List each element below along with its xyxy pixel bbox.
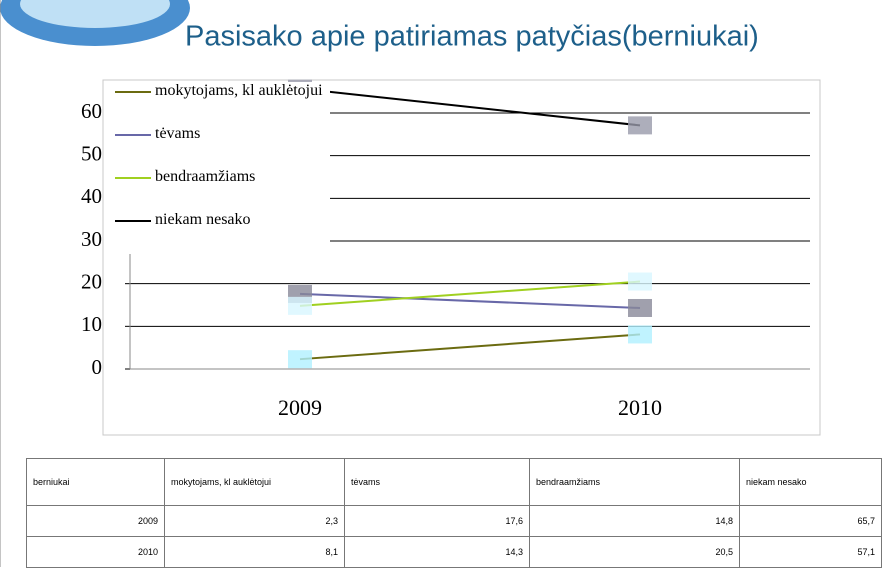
plot-frame [102, 79, 821, 436]
header-cell: niekam nesako [739, 458, 882, 506]
table-cell: 2009 [26, 505, 165, 537]
y-tick-label: 40 [81, 184, 102, 208]
header-cell: berniukai [26, 458, 165, 506]
table-cell: 2010 [26, 536, 165, 568]
legend-label: bendraamžiams [155, 168, 256, 185]
y-tick-label: 20 [81, 269, 102, 293]
y-tick-label: 50 [81, 141, 102, 165]
table-cell: 2,3 [164, 505, 345, 537]
logo-shine [20, 0, 170, 28]
y-tick-label: 30 [81, 227, 102, 251]
table-row: 2010 8,1 14,3 20,5 57,1 [26, 536, 882, 568]
table-cell: 57,1 [739, 536, 882, 568]
legend: mokytojams, kl auklėtojui tėvams bendraamž… [115, 82, 330, 254]
point-marker [288, 296, 312, 315]
legend-label: niekam nesako [155, 211, 251, 228]
legend-item: tėvams [115, 125, 330, 168]
legend-item: mokytojams, kl auklėtojui [115, 82, 330, 125]
point-marker [628, 298, 652, 317]
y-tick-label: 10 [81, 312, 102, 336]
header-row: berniukai mokytojams, kl auklėtojui tėvams… [26, 458, 882, 506]
table-cell: 65,7 [739, 505, 882, 537]
legend-swatch [115, 177, 151, 179]
data-table: berniukai mokytojams, kl auklėtojui tėvams… [26, 458, 882, 568]
header-cell: tėvams [344, 458, 530, 506]
legend-item: bendraamžiams [115, 168, 330, 211]
legend-swatch [115, 220, 151, 222]
legend-item: niekam nesako [115, 211, 330, 254]
chart-title: Pasisako apie patiriamas patyčias(berniu… [185, 21, 759, 53]
series-line [299, 87, 641, 127]
legend-label: mokytojams, kl auklėtojui [155, 82, 323, 99]
legend-swatch [115, 134, 151, 136]
table-cell: 14,3 [344, 536, 530, 568]
point-marker [628, 116, 652, 135]
point-marker [288, 350, 312, 369]
x-tick-label: 2009 [278, 395, 322, 420]
series-line [299, 280, 641, 307]
y-tick-label: 60 [81, 99, 102, 123]
legend-label: tėvams [155, 125, 201, 142]
legend-swatch [115, 91, 151, 93]
table-cell: 14,8 [529, 505, 740, 537]
x-tick-label: 2010 [618, 395, 662, 420]
y-tick-label: 0 [92, 355, 103, 379]
header-cell: mokytojams, kl auklėtojui [164, 458, 345, 506]
series-line [299, 292, 641, 309]
point-marker [628, 325, 652, 344]
header-cell: bendraamžiams [529, 458, 740, 506]
table-row: 2009 2,3 17,6 14,8 65,7 [26, 505, 882, 537]
table-cell: 20,5 [529, 536, 740, 568]
table-cell: 17,6 [344, 505, 530, 537]
point-marker [628, 272, 652, 291]
series-line [299, 333, 641, 361]
table-cell: 8,1 [164, 536, 345, 568]
